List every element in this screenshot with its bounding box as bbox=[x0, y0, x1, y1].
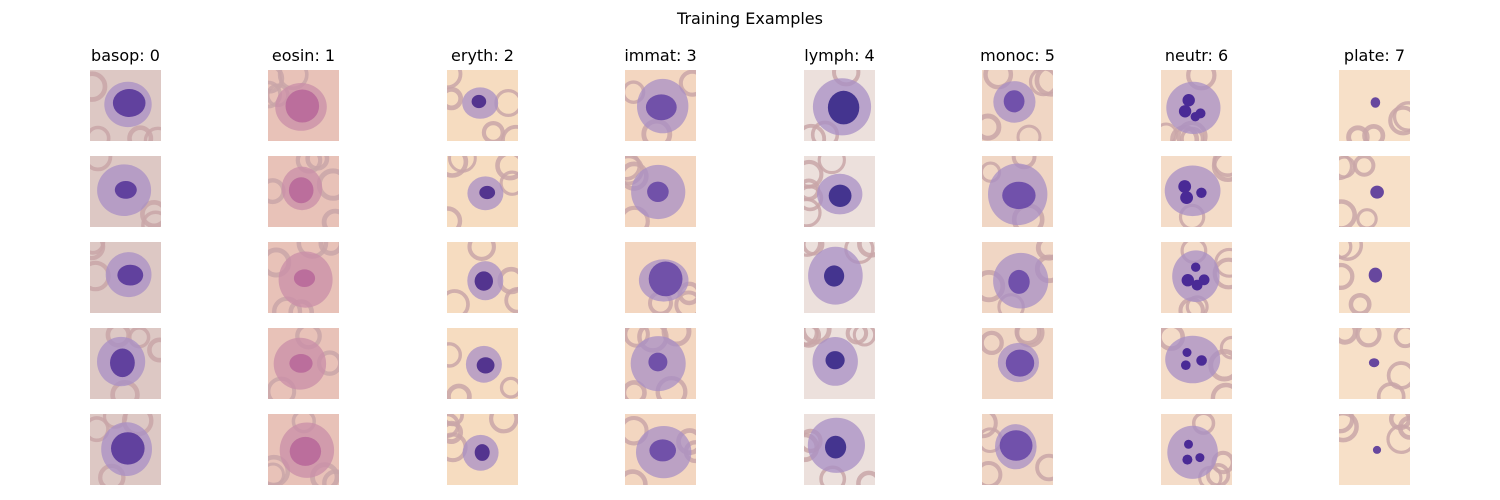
sample-image bbox=[447, 414, 518, 485]
sample-image bbox=[804, 242, 875, 313]
column-title-2: eryth: 2 bbox=[451, 46, 514, 65]
cell-thumbnail bbox=[625, 242, 696, 313]
cell-thumbnail bbox=[268, 156, 339, 227]
cell-thumbnail bbox=[90, 242, 161, 313]
sample-image bbox=[804, 156, 875, 227]
sample-image bbox=[625, 156, 696, 227]
cell-thumbnail bbox=[1161, 242, 1232, 313]
cell-thumbnail bbox=[982, 70, 1053, 141]
figure-title: Training Examples bbox=[677, 9, 823, 28]
cell-thumbnail bbox=[1339, 156, 1410, 227]
cell-thumbnail bbox=[625, 70, 696, 141]
cell-thumbnail bbox=[982, 242, 1053, 313]
sample-image bbox=[1161, 328, 1232, 399]
sample-image bbox=[447, 328, 518, 399]
cell-thumbnail bbox=[804, 328, 875, 399]
sample-image bbox=[1161, 414, 1232, 485]
column-title-7: plate: 7 bbox=[1343, 46, 1406, 65]
sample-image bbox=[90, 70, 161, 141]
cell-thumbnail bbox=[447, 156, 518, 227]
sample-image bbox=[268, 414, 339, 485]
sample-image bbox=[804, 70, 875, 141]
sample-image bbox=[1339, 414, 1410, 485]
cell-thumbnail bbox=[1339, 70, 1410, 141]
cell-thumbnail bbox=[90, 70, 161, 141]
column-title-3: immat: 3 bbox=[624, 46, 697, 65]
sample-image bbox=[982, 414, 1053, 485]
sample-image bbox=[447, 242, 518, 313]
cell-thumbnail bbox=[982, 156, 1053, 227]
sample-image bbox=[268, 242, 339, 313]
cell-thumbnail bbox=[447, 242, 518, 313]
sample-image bbox=[1161, 156, 1232, 227]
sample-image bbox=[90, 328, 161, 399]
cell-thumbnail bbox=[1161, 414, 1232, 485]
cell-thumbnail bbox=[625, 414, 696, 485]
sample-image bbox=[268, 328, 339, 399]
cell-thumbnail bbox=[1339, 414, 1410, 485]
cell-thumbnail bbox=[268, 328, 339, 399]
cell-thumbnail bbox=[1161, 328, 1232, 399]
cell-thumbnail bbox=[90, 156, 161, 227]
column-title-1: eosin: 1 bbox=[271, 46, 336, 65]
cell-thumbnail bbox=[447, 414, 518, 485]
sample-image bbox=[1339, 242, 1410, 313]
sample-image bbox=[625, 70, 696, 141]
sample-image bbox=[90, 156, 161, 227]
sample-image bbox=[1339, 328, 1410, 399]
sample-image bbox=[268, 70, 339, 141]
cell-thumbnail bbox=[804, 70, 875, 141]
sample-image bbox=[982, 242, 1053, 313]
sample-image bbox=[982, 156, 1053, 227]
sample-image bbox=[447, 156, 518, 227]
cell-thumbnail bbox=[804, 414, 875, 485]
cell-thumbnail bbox=[90, 414, 161, 485]
cell-thumbnail bbox=[1339, 328, 1410, 399]
cell-thumbnail bbox=[804, 156, 875, 227]
cell-thumbnail bbox=[90, 328, 161, 399]
cell-thumbnail bbox=[447, 328, 518, 399]
sample-image bbox=[804, 328, 875, 399]
sample-image bbox=[982, 328, 1053, 399]
column-title-5: monoc: 5 bbox=[980, 46, 1055, 65]
sample-image bbox=[1161, 242, 1232, 313]
sample-image bbox=[625, 328, 696, 399]
sample-image bbox=[804, 414, 875, 485]
cell-thumbnail bbox=[625, 328, 696, 399]
column-title-0: basop: 0 bbox=[91, 46, 160, 65]
cell-thumbnail bbox=[625, 156, 696, 227]
column-title-6: neutr: 6 bbox=[1164, 46, 1229, 65]
cell-thumbnail bbox=[982, 328, 1053, 399]
cell-thumbnail bbox=[447, 70, 518, 141]
cell-thumbnail bbox=[982, 414, 1053, 485]
cell-thumbnail bbox=[268, 70, 339, 141]
sample-image bbox=[982, 70, 1053, 141]
sample-image bbox=[625, 414, 696, 485]
column-title-4: lymph: 4 bbox=[804, 46, 875, 65]
cell-thumbnail bbox=[804, 242, 875, 313]
sample-image bbox=[90, 242, 161, 313]
cell-thumbnail bbox=[268, 414, 339, 485]
cell-thumbnail bbox=[1161, 156, 1232, 227]
sample-image bbox=[1339, 156, 1410, 227]
cell-thumbnail bbox=[268, 242, 339, 313]
cell-thumbnail bbox=[1161, 70, 1232, 141]
sample-image bbox=[625, 242, 696, 313]
sample-image bbox=[1339, 70, 1410, 141]
sample-image bbox=[447, 70, 518, 141]
sample-image bbox=[268, 156, 339, 227]
cell-thumbnail bbox=[1339, 242, 1410, 313]
sample-image bbox=[90, 414, 161, 485]
sample-image bbox=[1161, 70, 1232, 141]
